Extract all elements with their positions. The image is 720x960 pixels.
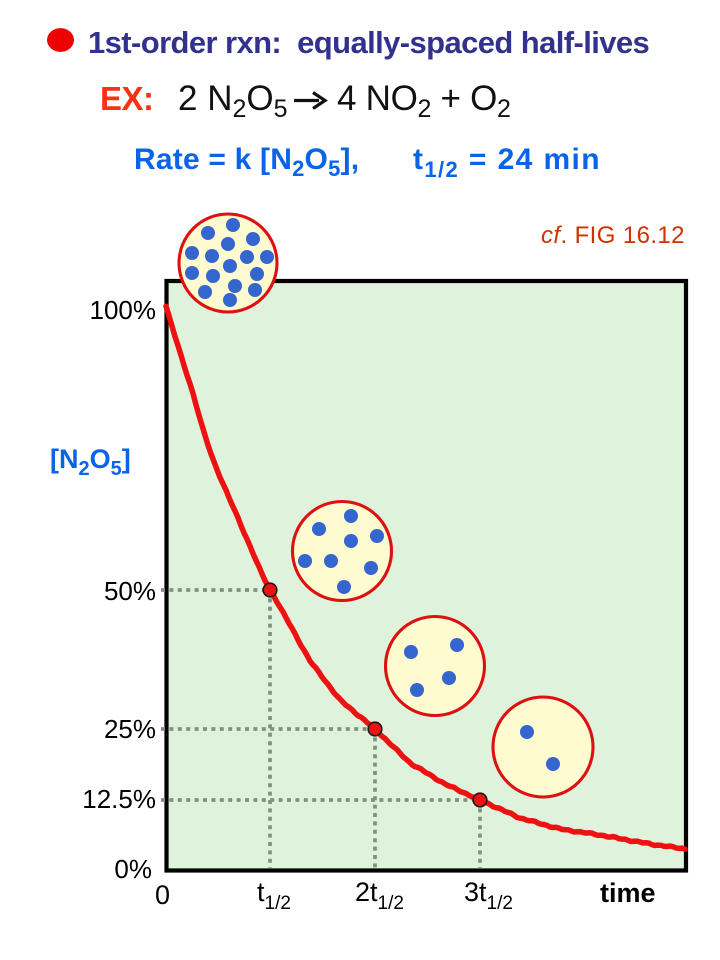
svg-text:4 NO2 + O2: 4 NO2 + O2 bbox=[337, 79, 511, 123]
svg-text:100%: 100% bbox=[90, 295, 157, 325]
svg-text:2t1/2: 2t1/2 bbox=[355, 877, 404, 914]
svg-text:cf. FIG 16.12: cf. FIG 16.12 bbox=[541, 222, 685, 249]
svg-text:0%: 0% bbox=[114, 854, 152, 884]
svg-text:t1/2: t1/2 bbox=[257, 877, 291, 914]
svg-text:t1/2 = 24 min: t1/2 = 24 min bbox=[413, 143, 601, 182]
svg-text:1st-order rxn: equally-spaced: 1st-order rxn: equally-spaced half-lives bbox=[88, 25, 649, 60]
svg-text:12.5%: 12.5% bbox=[82, 784, 156, 814]
svg-text:0: 0 bbox=[155, 880, 170, 910]
svg-text:[N2O5]: [N2O5] bbox=[50, 444, 131, 480]
svg-text:3t1/2: 3t1/2 bbox=[464, 877, 513, 914]
svg-text:time: time bbox=[600, 878, 656, 908]
svg-text:50%: 50% bbox=[104, 576, 156, 606]
svg-text:Rate = k [N2O5],: Rate = k [N2O5], bbox=[134, 143, 359, 181]
svg-text:2 N2O5: 2 N2O5 bbox=[178, 79, 288, 123]
svg-text:25%: 25% bbox=[104, 714, 156, 744]
svg-text:EX:: EX: bbox=[100, 80, 154, 117]
